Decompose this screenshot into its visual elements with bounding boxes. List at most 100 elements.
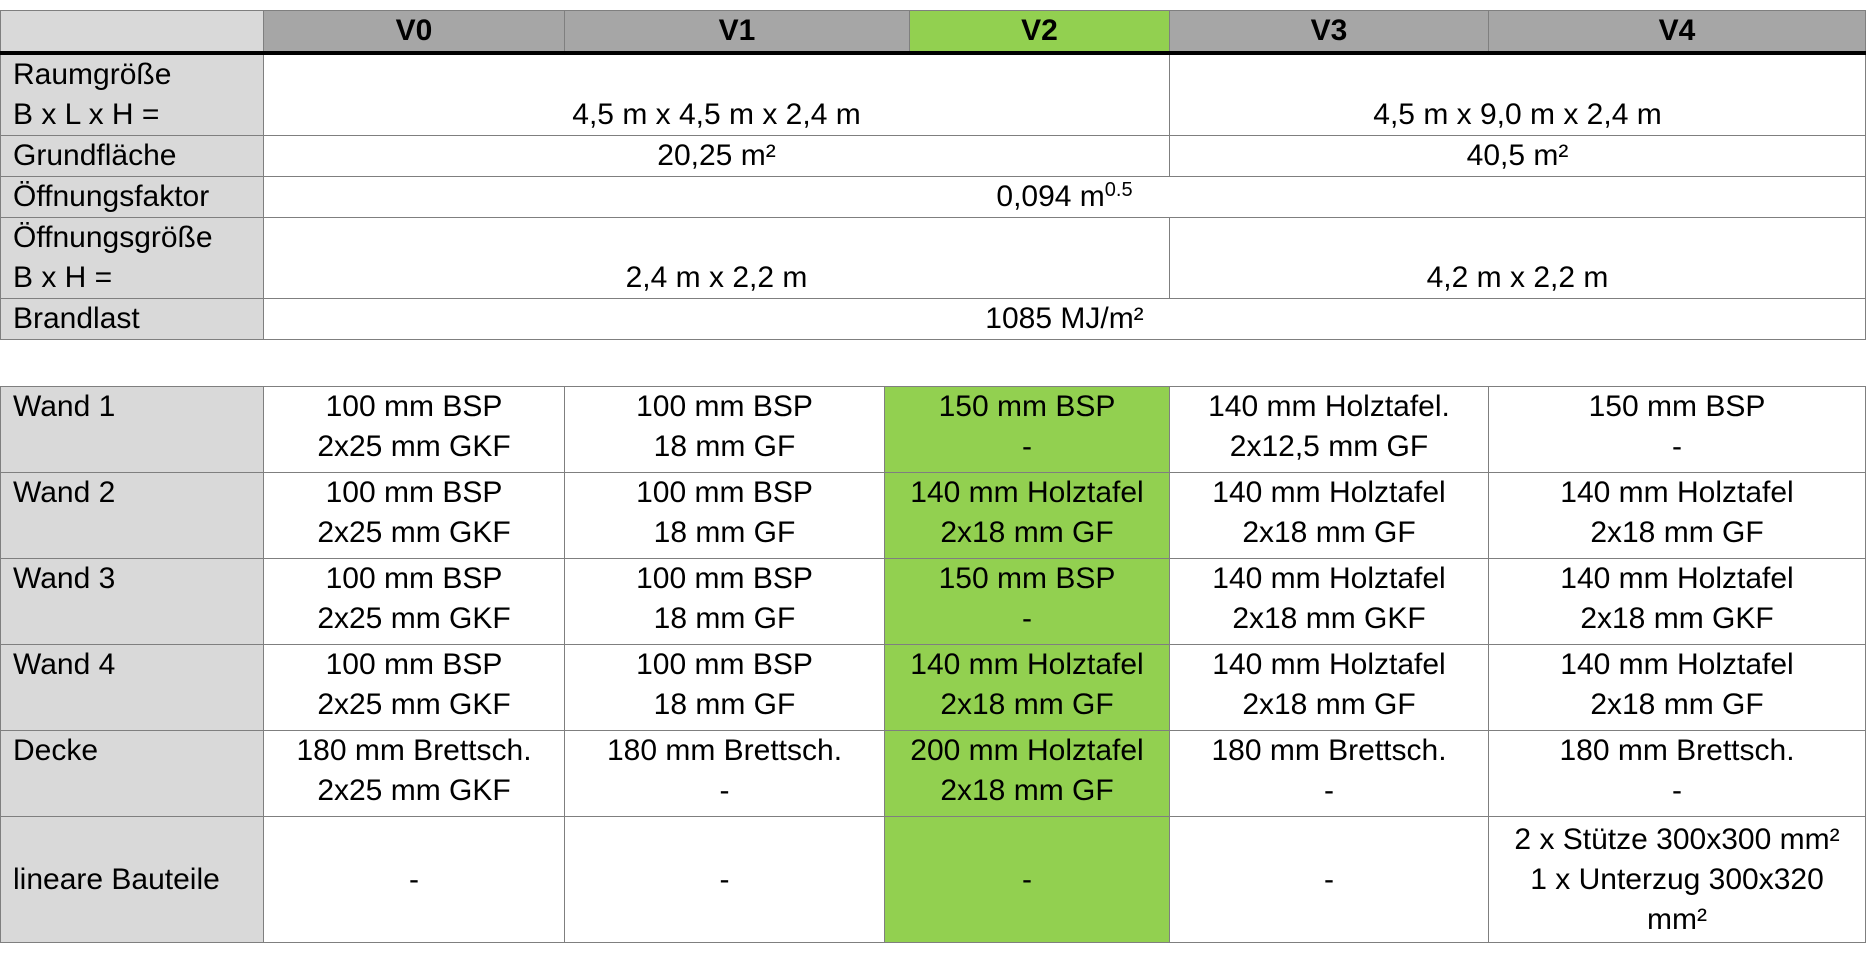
header-v1: V1 — [564, 10, 910, 54]
component-cell-v0: 100 mm BSP 2x25 mm GKF — [263, 558, 565, 645]
lineare-bauteile-v1: - — [564, 816, 885, 943]
component-cell-v2: 140 mm Holztafel 2x18 mm GF — [884, 644, 1170, 731]
component-cell-line: 18 mm GF — [653, 516, 796, 549]
component-cell-line: - — [1022, 430, 1032, 463]
component-cell-line: 140 mm Holztafel — [1212, 476, 1446, 509]
component-cell-line: 140 mm Holztafel — [1560, 562, 1794, 595]
label-oeffnungsgroesse-line2: B x H = — [13, 261, 113, 294]
component-cell-line: 18 mm GF — [653, 602, 796, 635]
oeffnungsgroesse-v0-v2: 2,4 m x 2,2 m — [263, 217, 1170, 299]
component-cell-line: - — [1672, 774, 1682, 807]
component-cell-line: 180 mm Brettsch. — [1211, 734, 1447, 767]
component-cell-v4: 140 mm Holztafel 2x18 mm GF — [1488, 472, 1866, 559]
lineare-bauteile-v4-line3: mm² — [1647, 902, 1707, 936]
component-cell-line: 200 mm Holztafel — [910, 734, 1144, 767]
component-cell-line: 2x18 mm GF — [940, 688, 1114, 721]
lineare-bauteile-v4-line1: 2 x Stütze 300x300 mm² — [1514, 822, 1840, 856]
label-oeffnungsgroesse: Öffnungsgröße B x H = — [0, 217, 264, 299]
component-cell-line: 100 mm BSP — [636, 648, 813, 681]
lineare-bauteile-v4: 2 x Stütze 300x300 mm² 1 x Unterzug 300x… — [1488, 816, 1866, 943]
component-cell-line: 100 mm BSP — [636, 476, 813, 509]
component-cell-v4: 140 mm Holztafel 2x18 mm GF — [1488, 644, 1866, 731]
component-row: Wand 3 100 mm BSP 2x25 mm GKF 100 mm BSP 18 … — [0, 558, 1866, 645]
row-lineare-bauteile: lineare Bauteile - - - - 2 x Stütze 300x… — [0, 816, 1866, 943]
room-parameters-table: V0 V1 V2 V3 V4 Raumgröße B x L x H = 4,5… — [0, 10, 1866, 340]
component-cell-line: 140 mm Holztafel — [910, 476, 1144, 509]
component-cell-line: 140 mm Holztafel — [1560, 648, 1794, 681]
raumgroesse-v3-v4: 4,5 m x 9,0 m x 2,4 m — [1169, 52, 1866, 136]
component-cell-v1: 180 mm Brettsch. - — [564, 730, 885, 817]
component-cell-line: 150 mm BSP — [1588, 390, 1766, 423]
oeffnungsgroesse-v3-v4: 4,2 m x 2,2 m — [1169, 217, 1866, 299]
label-oeffnungsfaktor: Öffnungsfaktor — [0, 176, 264, 218]
component-cell-line: 100 mm BSP — [325, 562, 503, 595]
component-cell-line: 140 mm Holztafel — [1212, 648, 1446, 681]
label-raumgroesse: Raumgröße B x L x H = — [0, 52, 264, 136]
component-cell-line: 2x12,5 mm GF — [1229, 430, 1429, 463]
component-cell-line: 2x18 mm GKF — [1580, 602, 1774, 635]
oeffnungsfaktor-number: 0,094 m — [996, 180, 1105, 213]
component-cell-line: 100 mm BSP — [325, 390, 503, 423]
component-cell-v2: 140 mm Holztafel 2x18 mm GF — [884, 472, 1170, 559]
header-v2: V2 — [909, 10, 1170, 54]
header-v3: V3 — [1169, 10, 1489, 54]
header-corner — [0, 10, 264, 54]
component-label: Wand 2 — [0, 472, 264, 559]
component-cell-v1: 100 mm BSP 18 mm GF — [564, 644, 885, 731]
component-cell-v1: 100 mm BSP 18 mm GF — [564, 558, 885, 645]
component-cell-v0: 180 mm Brettsch. 2x25 mm GKF — [263, 730, 565, 817]
component-cell-line: 180 mm Brettsch. — [296, 734, 532, 767]
component-cell-line: 100 mm BSP — [325, 476, 503, 509]
component-cell-line: 2x18 mm GF — [1590, 688, 1764, 721]
component-cell-v3: 180 mm Brettsch. - — [1169, 730, 1489, 817]
component-cell-line: 2x18 mm GF — [940, 774, 1114, 807]
row-oeffnungsfaktor: Öffnungsfaktor 0,094 m0.5 — [0, 176, 1866, 218]
component-cell-v4: 180 mm Brettsch. - — [1488, 730, 1866, 817]
component-cell-line: 140 mm Holztafel. — [1208, 390, 1450, 423]
component-row: Wand 4 100 mm BSP 2x25 mm GKF 100 mm BSP 18 … — [0, 644, 1866, 731]
component-cell-v2: 200 mm Holztafel 2x18 mm GF — [884, 730, 1170, 817]
component-cell-line: 18 mm GF — [653, 430, 796, 463]
grundflaeche-v3-v4: 40,5 m² — [1169, 135, 1866, 177]
row-oeffnungsgroesse: Öffnungsgröße B x H = 2,4 m x 2,2 m 4,2 … — [0, 217, 1866, 299]
component-cell-line: 150 mm BSP — [938, 562, 1116, 595]
lineare-bauteile-v3: - — [1169, 816, 1489, 943]
component-label: Wand 4 — [0, 644, 264, 731]
component-cell-line: 140 mm Holztafel — [910, 648, 1144, 681]
component-row: Wand 1 100 mm BSP 2x25 mm GKF 100 mm BSP 18 … — [0, 386, 1866, 473]
component-cell-v0: 100 mm BSP 2x25 mm GKF — [263, 386, 565, 473]
component-cell-line: 150 mm BSP — [938, 390, 1116, 423]
component-cell-line: 100 mm BSP — [325, 648, 503, 681]
component-cell-v0: 100 mm BSP 2x25 mm GKF — [263, 644, 565, 731]
component-cell-v3: 140 mm Holztafel 2x18 mm GF — [1169, 644, 1489, 731]
oeffnungsfaktor-value: 0,094 m0.5 — [263, 176, 1866, 218]
header-v4: V4 — [1488, 10, 1866, 54]
component-cell-line: 140 mm Holztafel — [1212, 562, 1446, 595]
component-cell-v4: 150 mm BSP - — [1488, 386, 1866, 473]
component-cell-v2: 150 mm BSP - — [884, 386, 1170, 473]
component-cell-line: 140 mm Holztafel — [1560, 476, 1794, 509]
lineare-bauteile-v0: - — [263, 816, 565, 943]
row-brandlast: Brandlast 1085 MJ/m² — [0, 298, 1866, 340]
lineare-bauteile-v2: - — [884, 816, 1170, 943]
component-cell-line: - — [1672, 430, 1682, 463]
component-cell-v3: 140 mm Holztafel 2x18 mm GF — [1169, 472, 1489, 559]
brandlast-value: 1085 MJ/m² — [263, 298, 1866, 340]
component-cell-v3: 140 mm Holztafel 2x18 mm GKF — [1169, 558, 1489, 645]
component-cell-v2: 150 mm BSP - — [884, 558, 1170, 645]
component-cell-v3: 140 mm Holztafel. 2x12,5 mm GF — [1169, 386, 1489, 473]
component-cell-line: 2x25 mm GKF — [317, 602, 511, 635]
component-label: Decke — [0, 730, 264, 817]
component-cell-line: 100 mm BSP — [636, 562, 813, 595]
component-cell-line: 2x25 mm GKF — [317, 688, 511, 721]
component-cell-line: 2x18 mm GF — [1242, 516, 1416, 549]
components-table: Wand 1 100 mm BSP 2x25 mm GKF 100 mm BSP 18 … — [0, 386, 1866, 943]
component-row: Decke 180 mm Brettsch. 2x25 mm GKF 180 mm B… — [0, 730, 1866, 817]
oeffnungsfaktor-exponent: 0.5 — [1104, 179, 1133, 201]
row-grundflaeche: Grundfläche 20,25 m² 40,5 m² — [0, 135, 1866, 177]
label-lineare-bauteile: lineare Bauteile — [0, 816, 264, 943]
component-cell-v1: 100 mm BSP 18 mm GF — [564, 386, 885, 473]
header-row: V0 V1 V2 V3 V4 — [0, 10, 1866, 54]
component-cell-line: 2x25 mm GKF — [317, 430, 511, 463]
component-label: Wand 1 — [0, 386, 264, 473]
